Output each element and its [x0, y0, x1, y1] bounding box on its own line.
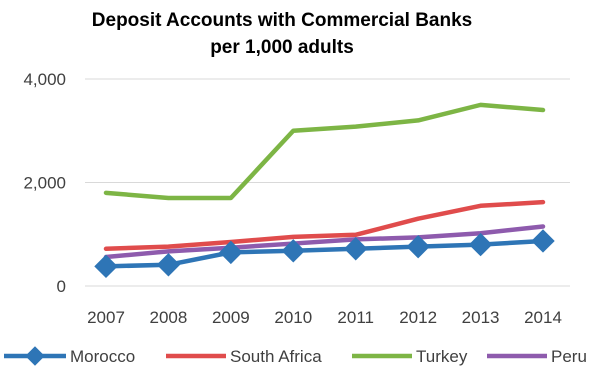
y-tick-label: 2,000 — [23, 174, 66, 193]
x-tick-label: 2009 — [212, 308, 250, 327]
y-tick-label: 4,000 — [23, 70, 66, 89]
x-tick-label: 2013 — [462, 308, 500, 327]
data-point-morocco — [531, 229, 555, 253]
data-point-morocco — [219, 240, 243, 265]
series-line-turkey — [103, 102, 546, 201]
x-tick-label: 2011 — [337, 308, 374, 327]
legend-label-morocco: Morocco — [70, 347, 135, 366]
legend-label-peru: Peru — [551, 347, 587, 366]
chart-subtitle: per 1,000 adults — [210, 37, 354, 58]
x-tick-label: 2008 — [150, 308, 188, 327]
data-point-morocco — [281, 239, 305, 263]
data-point-morocco — [468, 232, 493, 257]
gridlines — [85, 78, 570, 287]
legend-marker-morocco — [25, 346, 45, 366]
series-line-south-africa — [103, 199, 546, 251]
data-point-morocco — [406, 234, 430, 259]
data-point-morocco — [344, 237, 368, 261]
x-tick-label: 2007 — [87, 308, 125, 327]
series-line-peru — [103, 224, 546, 260]
x-tick-label: 2012 — [399, 308, 437, 327]
data-point-morocco — [94, 254, 118, 279]
x-axis-tick-labels: 2007 2008 2009 2010 2011 2012 2013 2014 — [87, 308, 562, 327]
chart-title: Deposit Accounts with Commercial Banks — [92, 10, 472, 31]
legend: Morocco South Africa Turkey Peru — [4, 346, 587, 366]
series-lines — [94, 102, 555, 279]
data-point-morocco — [156, 253, 181, 277]
x-tick-label: 2010 — [274, 308, 312, 327]
x-tick-label: 2014 — [524, 308, 562, 327]
y-axis-tick-labels: 0 2,000 4,000 — [23, 70, 66, 296]
legend-label-turkey: Turkey — [416, 347, 468, 366]
legend-label-south-africa: South Africa — [230, 347, 322, 366]
y-tick-label: 0 — [57, 277, 66, 296]
